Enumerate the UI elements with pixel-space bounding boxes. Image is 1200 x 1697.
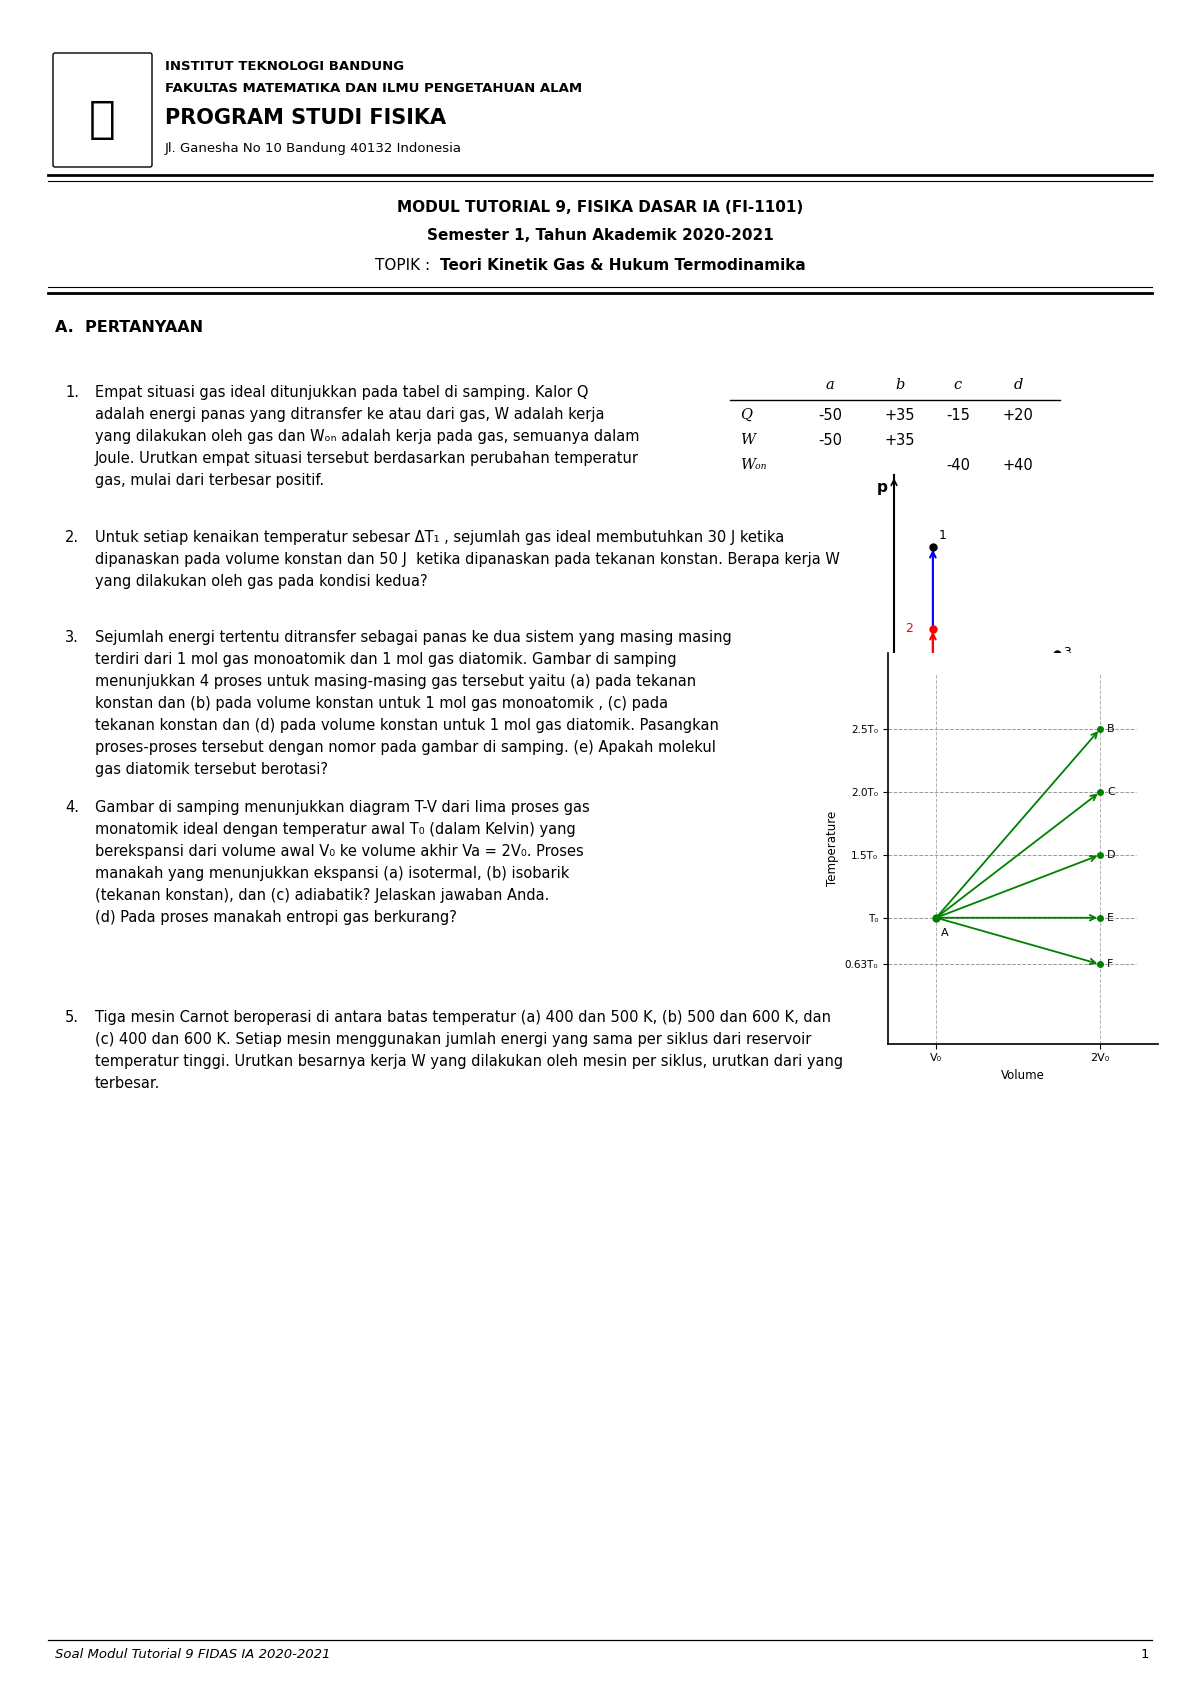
Text: TOPIK :: TOPIK : (374, 258, 440, 273)
Text: monatomik ideal dengan temperatur awal T₀ (dalam Kelvin) yang: monatomik ideal dengan temperatur awal T… (95, 821, 576, 837)
Text: FAKULTAS MATEMATIKA DAN ILMU PENGETAHUAN ALAM: FAKULTAS MATEMATIKA DAN ILMU PENGETAHUAN… (166, 81, 582, 95)
Text: 3.: 3. (65, 630, 79, 645)
Text: A: A (941, 928, 949, 938)
Text: 4: 4 (1063, 711, 1072, 723)
Text: yang dilakukan oleh gas dan Wₒₙ adalah kerja pada gas, semuanya dalam: yang dilakukan oleh gas dan Wₒₙ adalah k… (95, 429, 640, 445)
Text: W: W (740, 433, 755, 446)
Text: 2.: 2. (65, 529, 79, 545)
Text: -50: -50 (818, 407, 842, 423)
Text: Gambar di samping menunjukkan diagram T-V dari lima proses gas: Gambar di samping menunjukkan diagram T-… (95, 799, 589, 815)
Text: +35: +35 (884, 433, 916, 448)
Text: Empat situasi gas ideal ditunjukkan pada tabel di samping. Kalor Q: Empat situasi gas ideal ditunjukkan pada… (95, 385, 588, 400)
Text: adalah energi panas yang ditransfer ke atau dari gas, W adalah kerja: adalah energi panas yang ditransfer ke a… (95, 407, 605, 423)
Text: terdiri dari 1 mol gas monoatomik dan 1 mol gas diatomik. Gambar di samping: terdiri dari 1 mol gas monoatomik dan 1 … (95, 652, 677, 667)
Text: manakah yang menunjukkan ekspansi (a) isotermal, (b) isobarik: manakah yang menunjukkan ekspansi (a) is… (95, 865, 569, 881)
Text: Soal Modul Tutorial 9 FIDAS IA 2020-2021: Soal Modul Tutorial 9 FIDAS IA 2020-2021 (55, 1648, 330, 1661)
Text: F: F (1106, 959, 1114, 969)
FancyBboxPatch shape (53, 53, 152, 166)
Text: 4.: 4. (65, 799, 79, 815)
Text: V: V (1094, 798, 1106, 813)
Text: B: B (1106, 725, 1115, 733)
Text: C: C (1106, 787, 1115, 798)
Text: INSTITUT TEKNOLOGI BANDUNG: INSTITUT TEKNOLOGI BANDUNG (166, 59, 404, 73)
Text: proses-proses tersebut dengan nomor pada gambar di samping. (e) Apakah molekul: proses-proses tersebut dengan nomor pada… (95, 740, 716, 755)
X-axis label: Volume: Volume (1001, 1069, 1045, 1083)
Text: MODUL TUTORIAL 9, FISIKA DASAR IA (FI-1101): MODUL TUTORIAL 9, FISIKA DASAR IA (FI-11… (397, 200, 803, 216)
Text: -50: -50 (818, 433, 842, 448)
Text: berekspansi dari volume awal V₀ ke volume akhir Va = 2V₀. Proses: berekspansi dari volume awal V₀ ke volum… (95, 843, 583, 859)
Text: menunjukkan 4 proses untuk masing-masing gas tersebut yaitu (a) pada tekanan: menunjukkan 4 proses untuk masing-masing… (95, 674, 696, 689)
Text: a: a (826, 378, 834, 392)
Text: tekanan konstan dan (d) pada volume konstan untuk 1 mol gas diatomik. Pasangkan: tekanan konstan dan (d) pada volume kons… (95, 718, 719, 733)
Text: temperatur tinggi. Urutkan besarnya kerja W yang dilakukan oleh mesin per siklus: temperatur tinggi. Urutkan besarnya kerj… (95, 1054, 844, 1069)
Text: -15: -15 (946, 407, 970, 423)
Text: 🐘: 🐘 (89, 98, 115, 141)
Text: (d) Pada proses manakah entropi gas berkurang?: (d) Pada proses manakah entropi gas berk… (95, 910, 457, 925)
Text: Sejumlah energi tertentu ditransfer sebagai panas ke dua sistem yang masing masi: Sejumlah energi tertentu ditransfer seba… (95, 630, 732, 645)
Text: (c) 400 dan 600 K. Setiap mesin menggunakan jumlah energi yang sama per siklus d: (c) 400 dan 600 K. Setiap mesin mengguna… (95, 1032, 811, 1047)
Text: +40: +40 (1003, 458, 1033, 473)
Text: konstan dan (b) pada volume konstan untuk 1 mol gas monoatomik , (c) pada: konstan dan (b) pada volume konstan untu… (95, 696, 668, 711)
Text: p: p (877, 480, 888, 496)
Text: Teori Kinetik Gas & Hukum Termodinamika: Teori Kinetik Gas & Hukum Termodinamika (440, 258, 805, 273)
Text: Untuk setiap kenaikan temperatur sebesar ΔT₁ , sejumlah gas ideal membutuhkan 30: Untuk setiap kenaikan temperatur sebesar… (95, 529, 785, 545)
Text: 5.: 5. (65, 1010, 79, 1025)
Text: 1: 1 (1141, 1648, 1150, 1661)
Text: +20: +20 (1002, 407, 1033, 423)
Text: +35: +35 (884, 407, 916, 423)
Text: Wₒₙ: Wₒₙ (740, 458, 767, 472)
Text: gas, mulai dari terbesar positif.: gas, mulai dari terbesar positif. (95, 473, 324, 489)
Text: dipanaskan pada volume konstan dan 50 J  ketika dipanaskan pada tekanan konstan.: dipanaskan pada volume konstan dan 50 J … (95, 552, 840, 567)
Text: yang dilakukan oleh gas pada kondisi kedua?: yang dilakukan oleh gas pada kondisi ked… (95, 574, 427, 589)
Text: Joule. Urutkan empat situasi tersebut berdasarkan perubahan temperatur: Joule. Urutkan empat situasi tersebut be… (95, 451, 640, 467)
Text: Semester 1, Tahun Akademik 2020-2021: Semester 1, Tahun Akademik 2020-2021 (427, 227, 773, 243)
Text: 1.: 1. (65, 385, 79, 400)
Text: Tiga mesin Carnot beroperasi di antara batas temperatur (a) 400 dan 500 K, (b) 5: Tiga mesin Carnot beroperasi di antara b… (95, 1010, 830, 1025)
Text: E: E (1106, 913, 1114, 923)
Text: Jl. Ganesha No 10 Bandung 40132 Indonesia: Jl. Ganesha No 10 Bandung 40132 Indonesi… (166, 143, 462, 154)
Text: b: b (895, 378, 905, 392)
Text: 3: 3 (1063, 647, 1072, 658)
Text: A.  PERTANYAAN: A. PERTANYAAN (55, 321, 203, 334)
Text: gas diatomik tersebut berotasi?: gas diatomik tersebut berotasi? (95, 762, 328, 777)
Text: terbesar.: terbesar. (95, 1076, 161, 1091)
Y-axis label: Temperature: Temperature (826, 811, 839, 886)
Text: d: d (1013, 378, 1022, 392)
Text: D: D (1106, 850, 1115, 860)
Text: c: c (954, 378, 962, 392)
Text: Q: Q (740, 407, 752, 423)
Text: (tekanan konstan), dan (c) adiabatik? Jelaskan jawaban Anda.: (tekanan konstan), dan (c) adiabatik? Je… (95, 888, 550, 903)
Text: -40: -40 (946, 458, 970, 473)
Text: 1: 1 (940, 529, 947, 541)
Text: PROGRAM STUDI FISIKA: PROGRAM STUDI FISIKA (166, 109, 446, 127)
Text: 2: 2 (906, 623, 913, 635)
